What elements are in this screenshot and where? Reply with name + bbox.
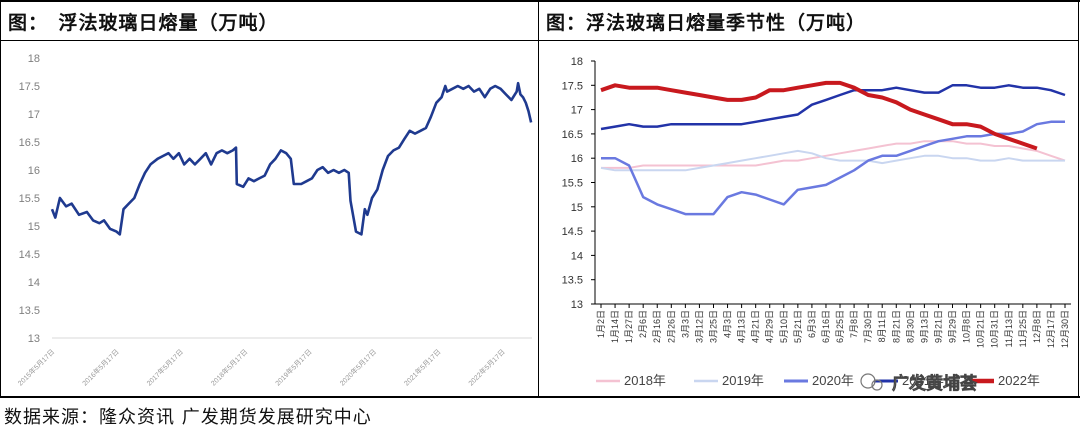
x-tick-label: 6月25日 xyxy=(835,310,845,343)
y-tick-label: 16.5 xyxy=(562,129,583,141)
x-tick-label: 4月21日 xyxy=(751,310,761,343)
legend-label: 2022年 xyxy=(998,373,1040,388)
right-chart-title: 图：浮法玻璃日熔量季节性（万吨） xyxy=(546,12,867,34)
x-tick-label: 8月30日 xyxy=(905,310,915,343)
y-tick-label: 16.5 xyxy=(19,137,40,149)
x-tick-label: 2020年5月17日 xyxy=(338,347,378,387)
x-tick-label: 2022年5月17日 xyxy=(466,347,506,387)
x-tick-label: 10月31日 xyxy=(990,310,1000,348)
x-tick-label: 2015年5月17日 xyxy=(16,347,56,387)
x-tick-label: 4月29日 xyxy=(765,310,775,343)
x-tick-label: 2016年5月17日 xyxy=(80,347,120,387)
wechat-icon xyxy=(871,379,883,391)
y-tick-label: 17 xyxy=(571,105,583,117)
y-tick-label: 17.5 xyxy=(562,80,583,92)
y-tick-label: 14 xyxy=(28,277,40,289)
x-tick-label: 9月13日 xyxy=(919,310,929,343)
x-tick-label: 10月21日 xyxy=(976,310,986,348)
series-line xyxy=(50,81,533,236)
watermark-text: 广发黄埔荟 xyxy=(892,373,978,394)
x-tick-label: 2018年5月17日 xyxy=(209,347,249,387)
x-tick-label: 1月14日 xyxy=(610,310,620,343)
legend-label: 2021年 xyxy=(902,373,944,388)
y-tick-label: 18 xyxy=(571,56,583,68)
x-tick-label: 2月16日 xyxy=(652,310,662,343)
x-tick-label: 3月3日 xyxy=(680,310,690,338)
x-tick-label: 8月11日 xyxy=(877,310,887,342)
data-source-note: 数据来源：隆众资讯 广发期货发展研究中心 xyxy=(4,407,372,428)
x-tick-label: 7月30日 xyxy=(863,310,873,343)
x-tick-label: 2019年5月17日 xyxy=(273,347,313,387)
x-tick-label: 5月10日 xyxy=(779,310,789,343)
x-tick-label: 3月12日 xyxy=(694,310,704,343)
series-line xyxy=(601,140,1066,169)
x-tick-label: 2月26日 xyxy=(666,310,676,343)
y-tick-label: 17 xyxy=(28,109,40,121)
y-tick-label: 15.5 xyxy=(562,178,583,190)
x-tick-label: 2021年5月17日 xyxy=(402,347,442,387)
x-tick-label: 1月27日 xyxy=(624,310,634,343)
panel-divider xyxy=(1078,2,1079,396)
left-chart-title: 图： 浮法玻璃日熔量（万吨） xyxy=(8,12,279,34)
x-tick-label: 11月25日 xyxy=(1018,310,1028,347)
series-line xyxy=(600,149,1065,172)
panel-divider xyxy=(0,2,1,396)
series-line xyxy=(600,80,1038,151)
x-tick-label: 9月21日 xyxy=(933,310,943,343)
title-underline xyxy=(538,40,1079,41)
y-tick-label: 17.5 xyxy=(19,81,40,93)
bottom-rule xyxy=(0,396,1080,398)
x-tick-label: 11月13日 xyxy=(1004,310,1014,347)
top-rule xyxy=(0,0,1080,2)
x-tick-label: 1月2日 xyxy=(596,310,606,338)
x-tick-label: 6月3日 xyxy=(807,310,817,338)
y-tick-label: 13.5 xyxy=(19,305,40,317)
y-tick-label: 14.5 xyxy=(562,226,583,238)
title-underline xyxy=(0,40,538,41)
y-tick-label: 16 xyxy=(28,165,40,177)
y-tick-label: 18 xyxy=(28,53,40,65)
x-tick-label: 9月29日 xyxy=(948,310,958,343)
x-tick-label: 12月17日 xyxy=(1046,310,1056,348)
y-tick-label: 16 xyxy=(571,153,583,165)
x-tick-label: 12月30日 xyxy=(1060,310,1070,348)
x-tick-label: 10月8日 xyxy=(962,310,972,343)
y-tick-label: 15 xyxy=(571,202,583,214)
x-tick-label: 4月13日 xyxy=(737,310,747,343)
x-tick-label: 12月8日 xyxy=(1032,310,1042,343)
x-tick-label: 2月6日 xyxy=(638,310,648,338)
panel-divider xyxy=(538,2,539,396)
y-tick-label: 13.5 xyxy=(562,275,583,287)
x-tick-label: 5月21日 xyxy=(793,310,803,343)
x-tick-label: 3月25日 xyxy=(708,310,718,343)
x-tick-label: 4月3日 xyxy=(723,310,733,338)
left-chart: 18 17.5 17 16.5 16 15.5 15 14.5 14 13.5 13 2015年5月1… xyxy=(16,53,533,388)
x-tick-label: 2017年5月17日 xyxy=(145,347,185,387)
x-tick-label: 8月21日 xyxy=(891,310,901,343)
x-tick-label: 7月8日 xyxy=(849,310,859,338)
legend-label: 2018年 xyxy=(624,373,666,388)
legend-label: 2019年 xyxy=(722,373,764,388)
y-tick-label: 15 xyxy=(28,221,40,233)
series-line xyxy=(600,84,1066,131)
series-line xyxy=(601,120,1065,216)
x-tick-label: 6月16日 xyxy=(821,310,831,343)
y-tick-label: 15.5 xyxy=(19,193,40,205)
legend-label: 2020年 xyxy=(812,373,854,388)
wechat-icon xyxy=(860,373,876,389)
y-tick-label: 13 xyxy=(28,333,40,345)
y-tick-label: 13 xyxy=(571,299,583,311)
right-chart: 18 17.5 17 16.5 16 15.5 15 14.5 14 13.5 13 1月2日 1月14… xyxy=(562,56,1071,394)
y-tick-label: 14.5 xyxy=(19,249,40,261)
y-tick-label: 14 xyxy=(571,250,583,262)
